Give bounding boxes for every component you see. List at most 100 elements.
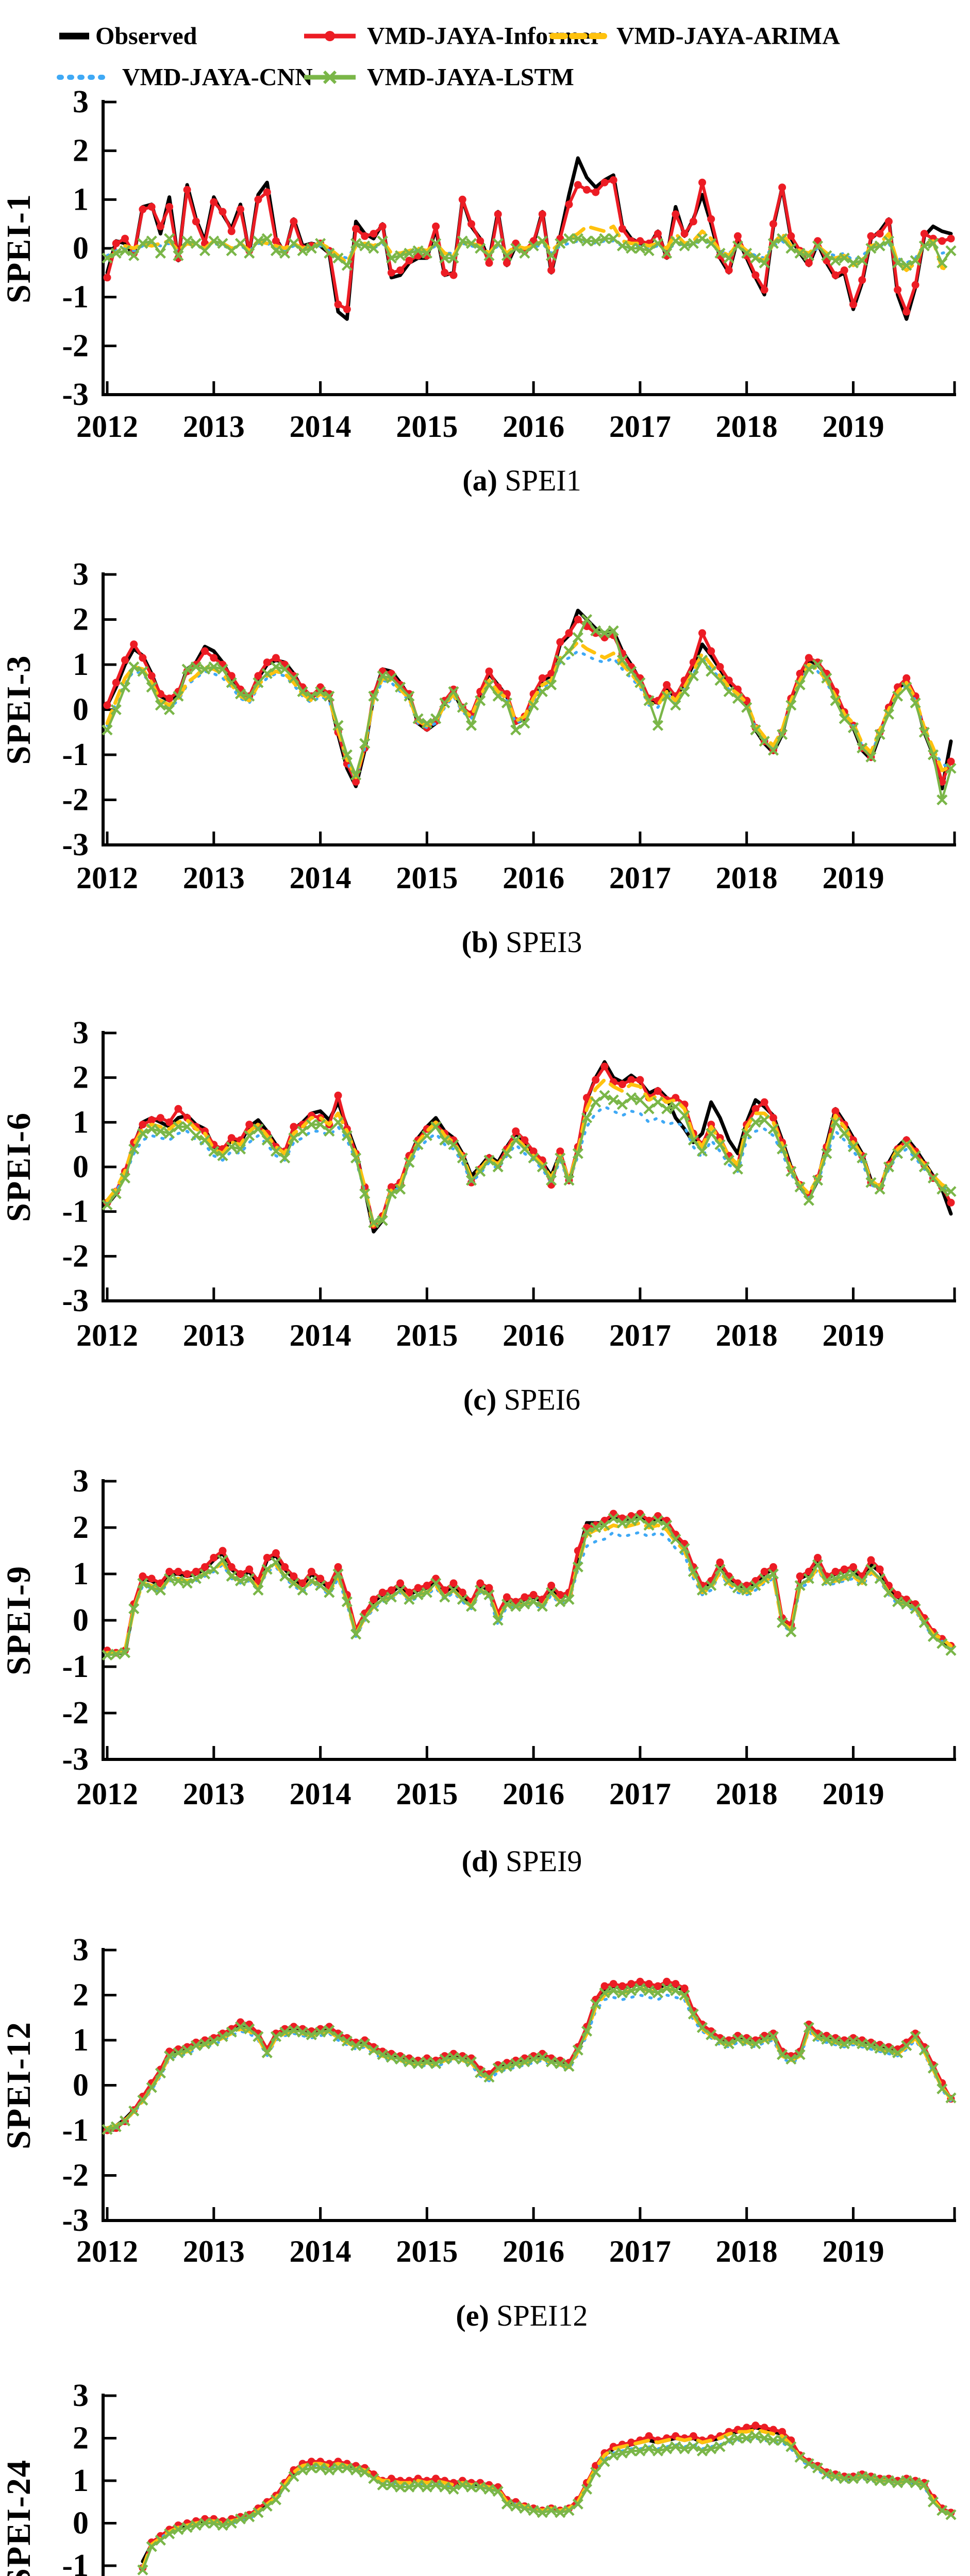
series-line-informer [141,2424,952,2570]
marker-dot [370,1596,378,1603]
marker-dot [600,178,609,187]
marker-dot [876,1565,884,1573]
x-tick-label: 2013 [183,1777,245,1811]
marker-dot [183,185,191,194]
series-line-observed [105,608,953,791]
marker-dot [760,1098,768,1106]
marker-dot [352,225,360,233]
series-arima [141,2428,953,2570]
marker-dot [334,1563,342,1571]
x-tick-label: 2015 [396,410,458,444]
marker-dot [387,1183,395,1191]
y-tick-label: 3 [73,2378,89,2413]
marker-dot [805,654,813,662]
series-cnn [106,1531,952,1655]
x-tick-label: 2012 [76,410,138,444]
x-tick-label: 2016 [503,1318,564,1352]
y-tick-label: 1 [73,2463,89,2498]
caption-d: (d) SPEI9 [462,1844,582,1878]
y-tick-label: -2 [62,783,89,818]
marker-dot [254,672,262,680]
chart-panel-a: Observed VMD-JAYA-Informer VMD-JAYA-ARIMAV… [0,23,957,497]
marker-dot [733,232,742,240]
y-tick-label: -3 [62,377,89,412]
marker-dot [751,1105,760,1113]
legend-marker-dot [325,31,335,41]
legend-item-cnn: VMD-JAYA-CNN [57,64,313,91]
y-tick-label: 1 [73,647,89,682]
x-tick-label: 2016 [503,2234,564,2268]
legend-item-lstm: VMD-JAYA-LSTM [304,64,574,91]
marker-dot [449,1579,458,1587]
marker-dot [947,234,955,243]
y-tick-label: 0 [73,1603,89,1638]
x-tick-label: 2019 [822,861,884,895]
marker-dot [361,232,369,240]
x-tick-label: 2017 [609,2234,671,2268]
x-tick-label: 2019 [822,1777,884,1811]
marker-dot [352,778,360,786]
marker-dot [894,1591,902,1599]
y-tick-label: 3 [73,557,89,592]
x-tick-label: 2018 [716,1777,778,1811]
marker-dot [556,1591,564,1599]
marker-dot [405,1588,413,1597]
marker-dot [449,271,458,279]
x-tick-label: 2016 [503,861,564,895]
marker-dot [245,1121,254,1129]
marker-dot [600,1062,609,1071]
marker-dot [618,225,626,233]
x-tick-label: 2015 [396,861,458,895]
marker-dot [237,1570,244,1578]
marker-dot [760,286,768,294]
marker-dot [529,1147,538,1156]
x-tick-label: 2017 [609,1318,671,1352]
marker-dot [609,1980,617,1988]
x-tick-label: 2016 [503,1777,564,1811]
marker-dot [237,205,244,213]
y-axis-title: SPEI-1 [0,193,38,303]
marker-dot [769,1563,777,1571]
marker-dot [609,176,617,184]
marker-dot [423,1582,431,1589]
x-tick-label: 2013 [183,1318,245,1352]
legend-label-observed: Observed [95,23,197,50]
series-observed [141,2426,953,2564]
y-tick-label: -1 [62,737,89,772]
marker-dot [805,259,813,267]
legend-label-arima: VMD-JAYA-ARIMA [616,23,840,50]
legend-marker-x [323,70,337,84]
marker-dot [538,674,546,682]
marker-dot [787,232,795,240]
y-tick-label: -1 [62,2113,89,2148]
marker-dot [147,203,156,211]
x-tick-label: 2013 [183,861,245,895]
x-tick-label: 2019 [822,410,884,444]
marker-dot [272,237,280,245]
marker-dot [165,203,174,211]
marker-dot [663,681,671,689]
x-tick-label: 2014 [290,410,352,444]
series-lstm [102,1513,957,1661]
marker-dot [147,1574,156,1583]
x-tick-label: 2016 [503,410,564,444]
legend-label-cnn: VMD-JAYA-CNN [122,64,313,91]
marker-dot [831,1107,840,1115]
panel-b: 3 2 1 0 -1 -2 -3 2012 2013 2014 2015 2016 2017 2018 20… [0,515,970,979]
marker-dot [894,286,902,294]
y-tick-label: 1 [73,182,89,217]
x-tick-label: 2015 [396,1777,458,1811]
marker-dot [467,220,475,228]
marker-dot [592,188,600,196]
marker-dot [290,1572,298,1580]
marker-dot [556,638,564,646]
marker-dot [627,1980,635,1988]
marker-dot [627,2438,635,2447]
marker-dot [672,210,680,218]
series-line-arima [105,1521,953,1655]
marker-dot [707,647,715,655]
y-tick-label: 0 [73,2068,89,2103]
marker-dot [432,222,440,230]
marker-dot [263,658,271,667]
